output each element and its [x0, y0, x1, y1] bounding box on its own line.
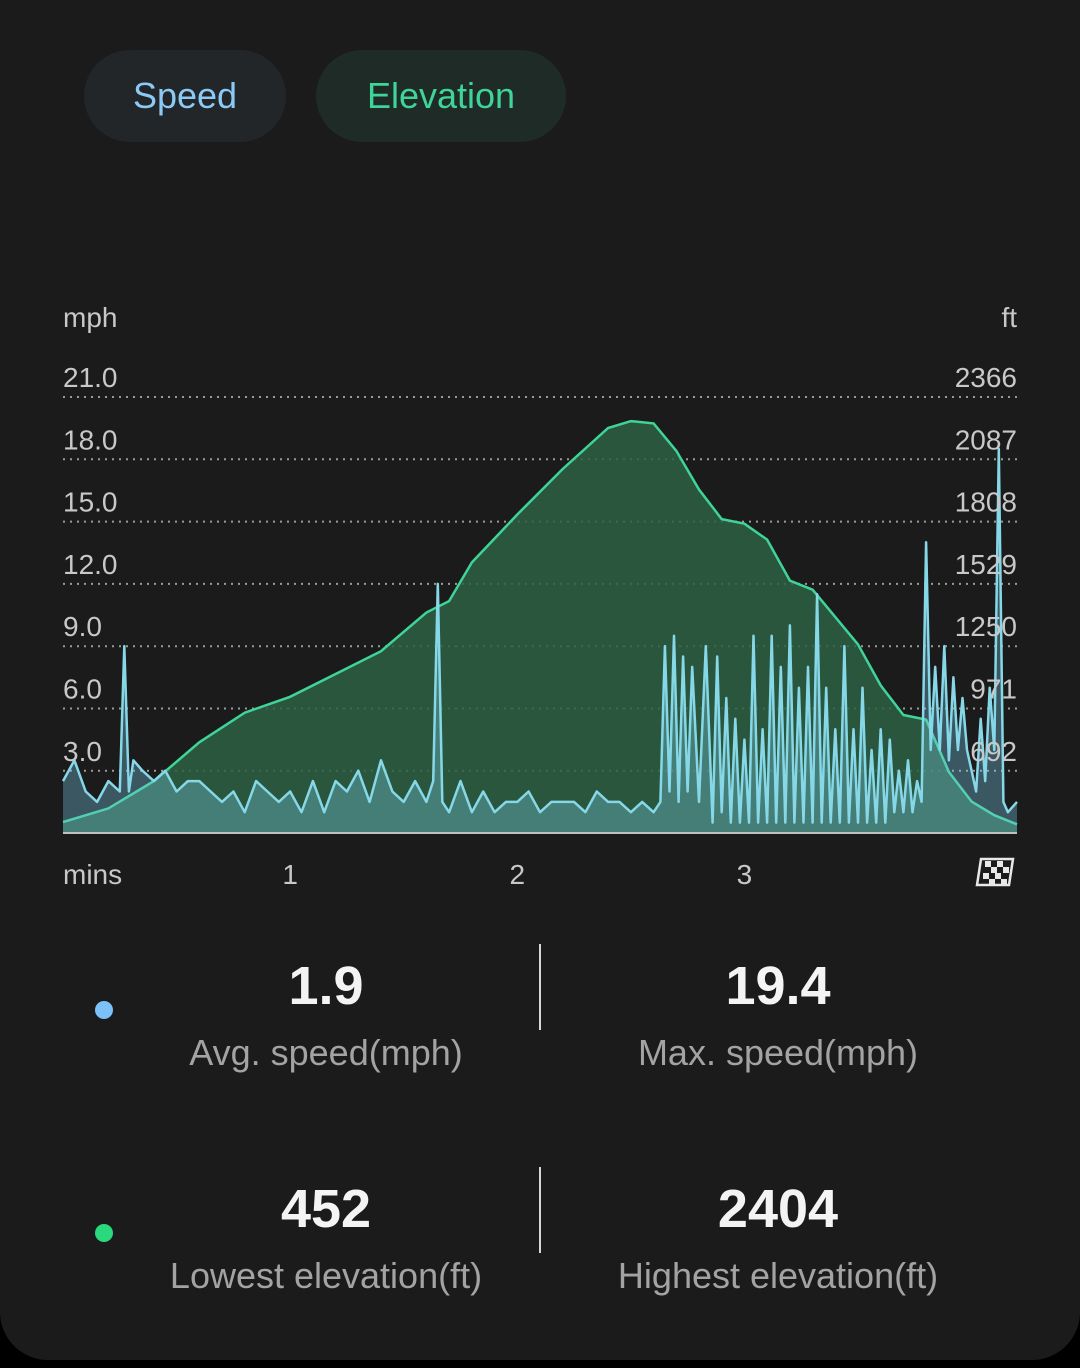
x-tick-label: 1 — [282, 859, 298, 890]
tab-speed[interactable]: Speed — [84, 50, 286, 142]
right-tick-label: 1250 — [955, 611, 1017, 642]
flag-square — [997, 861, 1003, 867]
elevation-line — [62, 419, 1018, 826]
lowest-elevation-label: Lowest elevation(ft) — [169, 1255, 483, 1296]
flag-square — [1003, 867, 1009, 873]
left-tick-label: 6.0 — [63, 674, 102, 705]
flag-square — [995, 873, 1001, 879]
elevation-legend-dot — [95, 1224, 113, 1242]
right-tick-label: 1529 — [955, 549, 1017, 580]
left-tick-label: 15.0 — [63, 487, 118, 518]
flag-square — [989, 879, 995, 885]
flag-square — [985, 861, 991, 867]
tab-elevation[interactable]: Elevation — [316, 50, 566, 142]
elevation-stats-divider — [539, 1167, 541, 1253]
flag-square — [983, 873, 989, 879]
highest-elevation-label: Highest elevation(ft) — [617, 1255, 939, 1296]
left-tick-label: 12.0 — [63, 549, 118, 580]
speed-area — [63, 448, 1017, 833]
lowest-elevation-value: 452 — [280, 1179, 372, 1239]
flag-square — [1001, 879, 1007, 885]
highest-elevation-value: 2404 — [717, 1179, 839, 1239]
max-speed-label: Max. speed(mph) — [637, 1032, 919, 1073]
avg-speed-label: Avg. speed(mph) — [189, 1032, 463, 1073]
x-tick-label: 2 — [509, 859, 525, 890]
left-axis-unit-label: mph — [63, 302, 117, 333]
speed-stats-divider — [539, 944, 541, 1030]
right-tick-label: 2087 — [955, 424, 1017, 455]
tab-speed-label: Speed — [132, 75, 238, 116]
right-axis-unit-label: ft — [1001, 302, 1017, 333]
right-tick-label: 1808 — [955, 487, 1017, 518]
tab-elevation-label: Elevation — [366, 75, 516, 116]
left-tick-label: 21.0 — [63, 362, 118, 393]
checkered-flag-icon — [975, 857, 1015, 887]
x-tick-label: 3 — [737, 859, 753, 890]
right-tick-label: 971 — [970, 674, 1017, 705]
max-speed-value: 19.4 — [725, 956, 831, 1016]
flag-square — [991, 867, 997, 873]
left-tick-label: 18.0 — [63, 424, 118, 455]
right-tick-label: 692 — [970, 736, 1017, 767]
avg-speed-value: 1.9 — [288, 956, 364, 1016]
left-tick-label: 3.0 — [63, 736, 102, 767]
x-axis-unit-label: mins — [63, 859, 122, 890]
right-tick-label: 2366 — [955, 362, 1017, 393]
left-tick-label: 9.0 — [63, 611, 102, 642]
speed-line — [61, 447, 1018, 824]
speed-legend-dot — [95, 1001, 113, 1019]
speed-elevation-chart: 21.0 2366 18.0 2087 15.0 1808 12.0 1529 9.0 1250 6… — [61, 302, 1018, 890]
